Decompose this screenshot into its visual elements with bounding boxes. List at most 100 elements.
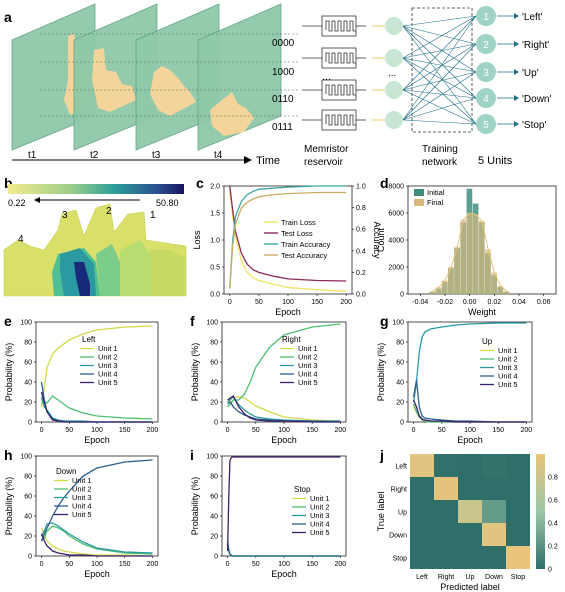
- colorbar-tick-label: 0.6: [548, 498, 558, 505]
- legend-label: Unit 5: [310, 528, 330, 537]
- y-tick-label: 100: [392, 320, 404, 327]
- heatmap-cell: [434, 477, 458, 500]
- panel-label-e: e: [4, 313, 12, 329]
- training-label-1: Training: [422, 144, 458, 155]
- memristor-symbol: [325, 20, 356, 32]
- output-label: 'Stop': [522, 120, 546, 131]
- heatmap-cell: [458, 477, 482, 500]
- legend-label: Unit 5: [298, 378, 318, 387]
- chart-d: -0.04 -0.02 0.00 0.02 0.04 0.06 0 2000 4000 6000 8…: [376, 184, 557, 317]
- network-connection: [402, 57, 477, 125]
- y-tick-label: 100: [206, 320, 218, 327]
- series-line: [412, 399, 527, 423]
- output-unit-5: [476, 114, 496, 134]
- memristor-symbol: [325, 52, 356, 64]
- output-arrowhead: [514, 69, 519, 75]
- series-line: [40, 325, 153, 408]
- x-tick-label: 0: [412, 427, 416, 434]
- input-node: [385, 81, 403, 99]
- network-connection: [402, 43, 477, 121]
- legend-label: Unit 5: [498, 380, 518, 389]
- output-unit-number: 2: [483, 40, 489, 51]
- x-tick-label: 0.00: [463, 299, 477, 306]
- series-line: [226, 543, 341, 557]
- network-connection: [402, 57, 477, 99]
- network-connection: [402, 25, 477, 125]
- colorbar-b-arrowhead: [34, 197, 40, 203]
- colorbar-b: [8, 184, 184, 194]
- series-line: [40, 522, 153, 554]
- distribution-fit: [432, 212, 508, 292]
- legend-label: Unit 2: [298, 353, 318, 362]
- output-arrowhead: [514, 95, 519, 101]
- legend-label: Unit 4: [310, 520, 330, 529]
- x-tick-label: 150: [119, 427, 131, 434]
- x-tick-label: 100: [278, 427, 290, 434]
- y-tick-label: 0: [28, 554, 32, 561]
- legend-swatch: [414, 199, 424, 206]
- network-connection: [402, 89, 477, 99]
- training-network-box: [411, 7, 473, 133]
- heatmap-cell: [410, 546, 434, 569]
- panel-label-d: d: [380, 175, 389, 191]
- y2-tick-label: 0.4: [356, 248, 366, 255]
- x-tick-label: -0.02: [437, 299, 453, 306]
- heatmap-cell: [434, 546, 458, 569]
- y-axis-label: Probability (%): [4, 343, 14, 402]
- panel-b: 0.22 50.80 4 3 2 1: [3, 184, 187, 297]
- network-connection: [402, 89, 477, 125]
- input-node: [385, 49, 403, 67]
- panel-label-a: a: [4, 9, 12, 25]
- output-unit-number: 5: [483, 120, 489, 131]
- y-axis-label: Probability (%): [376, 343, 386, 402]
- finger-label-3: 3: [62, 210, 68, 221]
- network-connection: [402, 15, 477, 27]
- heatmap-cell: [482, 546, 506, 569]
- series-line: [227, 401, 341, 423]
- x-tick-label: 200: [147, 427, 159, 434]
- output-unit-4: [476, 88, 496, 108]
- memristor-box: [321, 109, 357, 131]
- memristor-reservoir: [302, 15, 366, 131]
- y-tick-label: 20: [24, 400, 32, 407]
- legend-label: Final: [427, 198, 444, 207]
- time-label-t4: t4: [214, 150, 223, 161]
- series-line: [412, 322, 527, 403]
- y-tick-label: 2000: [388, 265, 404, 272]
- legend-label: Test Loss: [281, 229, 313, 238]
- memristor-symbol: [325, 84, 356, 96]
- histogram-bar: [497, 285, 504, 294]
- y-tick-label: 40: [396, 380, 404, 387]
- x-tick-label: 200: [335, 561, 347, 568]
- y-tick-label: 0: [214, 554, 218, 561]
- time-axis-arrow: [244, 156, 252, 164]
- heatmap-col-label: Left: [416, 574, 428, 581]
- output-unit-3: [476, 62, 496, 82]
- heatmap-cell: [410, 454, 434, 477]
- legend-label: Unit 3: [498, 363, 518, 372]
- y-tick-label: 80: [210, 474, 218, 481]
- legend-label: Unit 1: [298, 344, 318, 353]
- units-label: 5 Units: [478, 155, 513, 167]
- memristor-ellipsis: ...: [322, 71, 331, 83]
- y-tick-label: 0: [400, 420, 404, 427]
- x-axis-label: Epoch: [84, 435, 110, 445]
- heatmap-col-label: Down: [485, 574, 503, 581]
- y-tick-label: 6000: [388, 211, 404, 218]
- time-axis-label: Time: [256, 155, 280, 167]
- network-connection: [402, 25, 477, 45]
- x-tick-label: -0.04: [412, 299, 428, 306]
- network-connection: [402, 15, 477, 121]
- heatmap-cell: [434, 523, 458, 546]
- x-tick-label: 200: [340, 299, 352, 306]
- legend-label: Unit 1: [98, 344, 118, 353]
- series-line: [413, 406, 527, 423]
- y-tick-label: 40: [24, 514, 32, 521]
- heatmap-cell: [506, 500, 530, 523]
- y-tick-label: 100: [206, 454, 218, 461]
- legend-label: Unit 3: [310, 511, 330, 520]
- x-tick-label: 0: [228, 299, 232, 306]
- x-tick-label: 50: [255, 299, 263, 306]
- legend-label: Unit 4: [98, 370, 118, 379]
